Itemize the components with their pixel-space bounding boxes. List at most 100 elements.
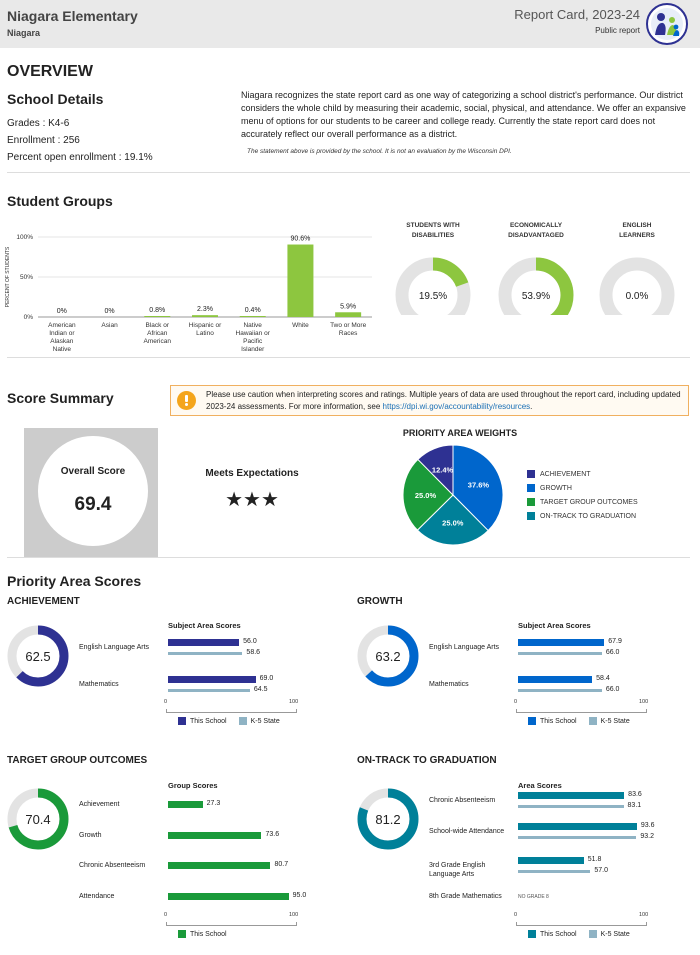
x-category-label: Hispanic or Latino <box>189 322 222 337</box>
bar-value-label: 5.9% <box>340 303 356 310</box>
priority-weights-pie: 37.6% 25.0% 25.0% 12.4% <box>402 444 504 546</box>
legend-item: ACHIEVEMENT <box>527 470 638 478</box>
dpi-logo-icon <box>646 3 688 45</box>
donut-value: 53.9% <box>522 291 550 302</box>
school-bar <box>168 639 240 646</box>
state-bar-value: 66.0 <box>605 686 620 693</box>
donut-arc <box>498 257 574 315</box>
school-bar <box>168 676 256 683</box>
resources-link[interactable]: https://dpi.wi.gov/accountability/resour… <box>382 402 531 411</box>
legend-swatch <box>588 717 597 725</box>
school-statement: Niagara recognizes the state report card… <box>241 90 686 139</box>
divider <box>7 357 690 358</box>
state-bar <box>168 689 250 692</box>
student-groups-donuts: STUDENTS WITH DISABILITIES 19.5% ECONOMICAL… <box>395 222 675 315</box>
panel-score-value: 81.2 <box>375 812 400 827</box>
x-axis-line <box>516 712 647 713</box>
donut-label: ECONOMICALLY <box>510 222 563 229</box>
report-header: Niagara Elementary Niagara Report Card, … <box>0 0 700 48</box>
school-bar <box>518 823 637 830</box>
bar-value-label: 2.3% <box>197 306 213 313</box>
bar <box>287 244 314 317</box>
no-data-label: NO GRADE 8 <box>518 894 549 900</box>
axis-min-label: 0 <box>164 699 168 705</box>
score-summary-heading: Score Summary <box>7 390 114 406</box>
row-label: Chronic Absenteeism <box>79 862 146 869</box>
panel-score-value: 63.2 <box>375 649 400 664</box>
state-bar-value: 83.1 <box>627 802 642 809</box>
state-bar-value: 64.5 <box>253 686 268 693</box>
school-bar <box>168 801 203 808</box>
x-category-label: American Indian or Alaskan Native <box>48 322 75 353</box>
pie-slice <box>452 444 504 532</box>
x-category-label: Two or More Races <box>330 322 366 337</box>
y-tick-label: 0% <box>24 314 34 321</box>
row-label: Growth <box>79 832 102 839</box>
panel-score-donut: 63.2 <box>357 625 419 687</box>
axis-tick <box>166 709 167 713</box>
school-bar-value: 67.9 <box>608 638 622 645</box>
caution-end: . <box>530 402 533 411</box>
subject-scores-title: Subject Area Scores <box>518 621 591 630</box>
state-bar <box>168 652 243 655</box>
school-bar-value: 56.0 <box>243 638 257 645</box>
enrollment-row: Enrollment : 256 <box>7 135 80 146</box>
x-category-label: Asian <box>101 322 117 329</box>
school-bar-value: 95.0 <box>292 892 307 899</box>
donut-value: 19.5% <box>419 291 447 302</box>
priority-panel: ON-TRACK TO GRADUATION 81.2 Area Scores Chr… <box>350 755 695 955</box>
row-label: School-wide Attendance <box>429 828 505 835</box>
x-category-label: White <box>292 322 309 329</box>
state-bar <box>518 689 602 692</box>
school-bar <box>168 832 262 839</box>
donut-label: STUDENTS WITH <box>406 222 460 229</box>
school-bar-value: 93.6 <box>640 822 655 829</box>
grades-row: Grades : K4-6 <box>7 118 69 129</box>
school-bar <box>518 639 605 646</box>
bar <box>144 316 171 317</box>
row-label: English Language Arts <box>79 644 150 651</box>
grades-label: Grades : <box>7 118 46 129</box>
grades-value: K4-6 <box>48 118 70 129</box>
legend-swatch <box>528 717 536 725</box>
panel-legend: This School K-5 State <box>178 717 280 725</box>
pie-slice-label: 25.0% <box>442 518 464 527</box>
axis-max-label: 100 <box>639 699 649 705</box>
divider <box>7 172 690 173</box>
subject-scores-title: Area Scores <box>518 781 562 790</box>
legend-label: GROWTH <box>540 484 572 492</box>
rating-stars: ★★★ <box>225 489 279 511</box>
panel-legend: This School <box>178 930 235 938</box>
priority-panel: ACHIEVEMENT 62.5 Subject Area Scores Englis… <box>0 596 345 796</box>
state-bar-value: 66.0 <box>605 649 620 656</box>
legend-label: K-5 State <box>250 717 280 725</box>
pie-slice <box>402 458 454 531</box>
donut-track <box>599 257 675 315</box>
school-bar-value: 51.8 <box>587 856 602 863</box>
donut-arc <box>395 257 471 315</box>
panel-score-donut: 81.2 <box>357 788 419 850</box>
x-category-label: Native Hawaiian or Pacific Islander <box>236 322 270 353</box>
axis-min-label: 0 <box>514 912 518 918</box>
bar-value-label: 0.4% <box>245 307 261 314</box>
legend-label: K-5 State <box>600 717 630 725</box>
school-bar <box>168 893 289 900</box>
school-details-heading: School Details <box>7 91 104 107</box>
donut-arc <box>357 625 419 687</box>
legend-swatch <box>528 930 536 938</box>
donut-arc <box>7 788 69 850</box>
bar <box>192 315 218 317</box>
priority-panel: TARGET GROUP OUTCOMES 70.4 Group Scores Ach… <box>0 755 345 955</box>
row-label: English Language Arts <box>429 644 500 651</box>
legend-label: ACHIEVEMENT <box>540 470 591 478</box>
state-bar-value: 57.0 <box>594 867 608 874</box>
bar <box>335 312 362 317</box>
axis-max-label: 100 <box>639 912 649 918</box>
pie-slice <box>417 444 454 497</box>
statement-disclaimer: The statement above is provided by the s… <box>247 148 512 155</box>
panel-score-donut: 62.5 <box>7 625 69 687</box>
donut-arc <box>7 625 69 687</box>
bar <box>239 316 266 317</box>
school-name: Niagara Elementary <box>7 8 138 24</box>
overall-score-circle <box>38 436 148 546</box>
